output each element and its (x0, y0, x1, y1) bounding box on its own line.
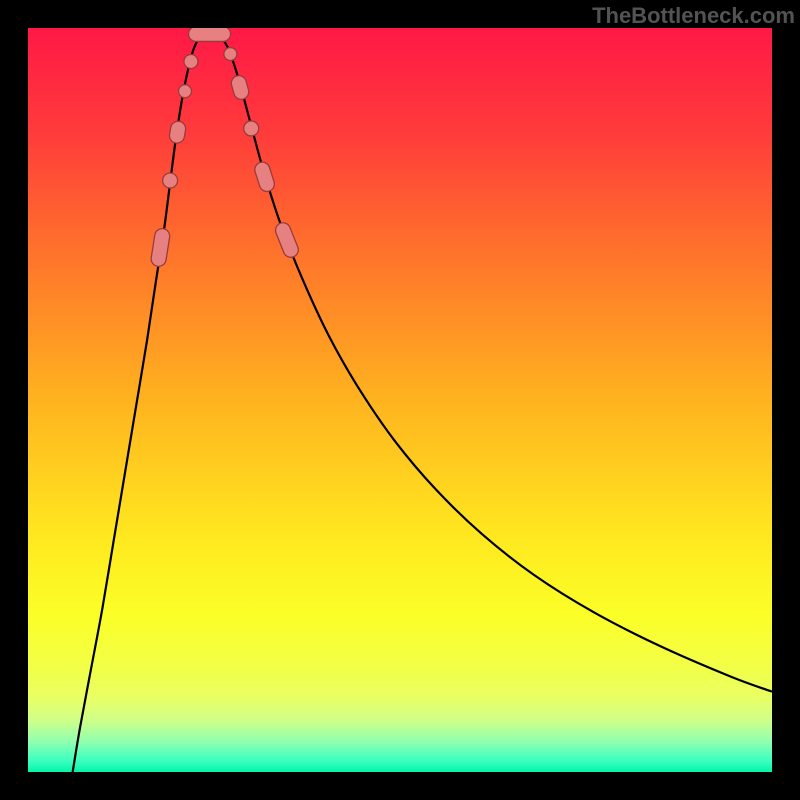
watermark-text: TheBottleneck.com (592, 3, 795, 29)
frame-border-right (772, 0, 800, 800)
frame-border-bottom (0, 772, 800, 800)
frame-border-left (0, 0, 28, 800)
chart-canvas: TheBottleneck.com (0, 0, 800, 800)
plot-area (28, 28, 772, 772)
